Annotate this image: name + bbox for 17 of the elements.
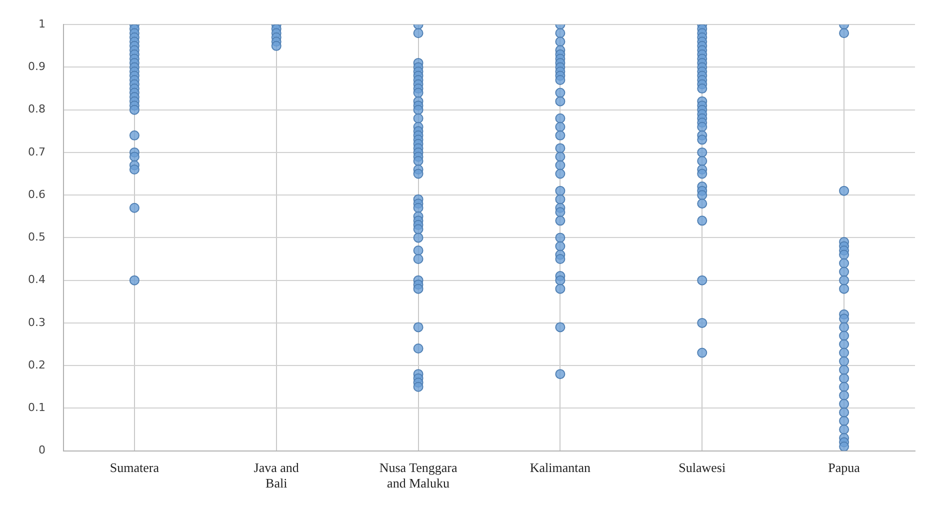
y-tick-label: 0.7 <box>28 145 46 158</box>
y-tick-label: 0.9 <box>28 60 46 74</box>
y-tick-label: 1 <box>38 17 46 30</box>
y-tick-label: 0.3 <box>28 316 46 329</box>
y-tick-label: 0.1 <box>28 401 46 414</box>
x-tick-label: Java and Bali <box>254 460 300 491</box>
x-tick-label: Sumatera <box>110 460 160 476</box>
y-tick-label: 0 <box>38 444 46 457</box>
y-tick-label: 0.5 <box>28 230 46 244</box>
x-tick-label: Nusa Tenggara and Maluku <box>379 460 458 491</box>
x-tick-label: Papua <box>828 460 860 476</box>
y-tick-label: 0.2 <box>28 358 46 372</box>
x-tick-label: Kalimantan <box>530 460 592 476</box>
y-tick-label: 0.6 <box>28 188 46 201</box>
y-tick-label: 0.8 <box>28 102 46 116</box>
x-tick-label: Sulawesi <box>678 460 726 476</box>
y-tick-label: 0.4 <box>28 273 46 286</box>
